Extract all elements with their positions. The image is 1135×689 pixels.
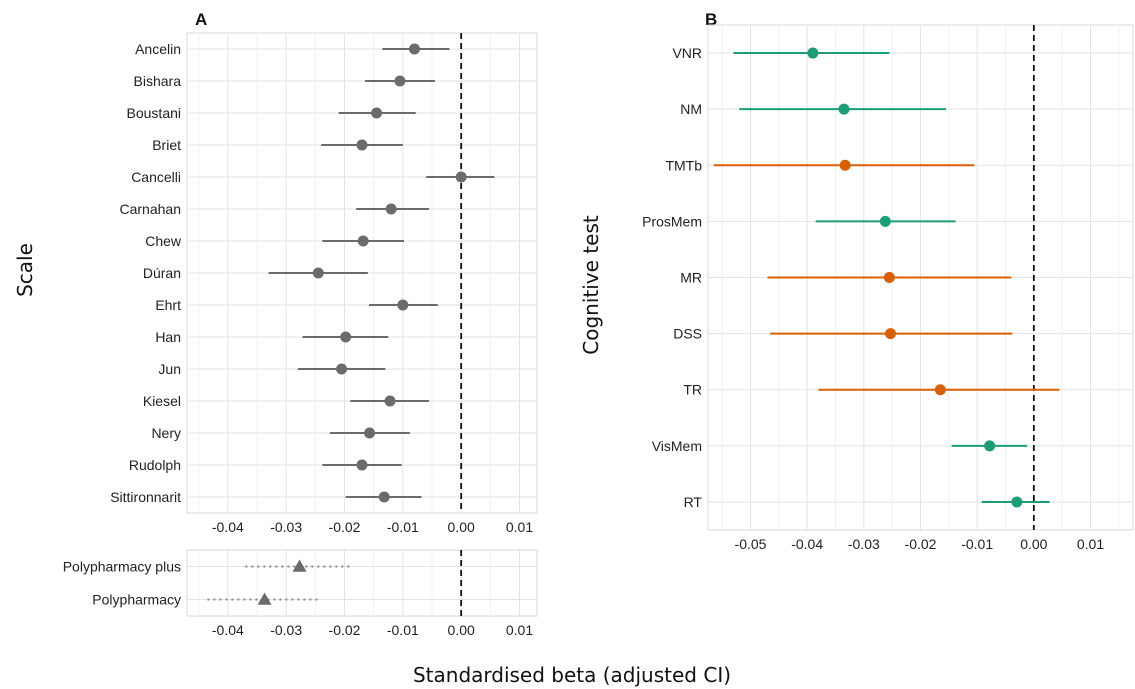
scale-point [356, 459, 368, 471]
panel-a-forest-plot: A Scale Ancelin Bishara Boustani Briet Cance… [13, 10, 538, 535]
panel-b-y-axis-title: Cognitive test [579, 215, 603, 355]
cognitive-point [879, 215, 891, 227]
scale-row-label: Dúran [143, 265, 181, 281]
polypharmacy-point [257, 592, 272, 605]
cognitive-point [839, 159, 851, 171]
cognitive-x-tick-label: -0.04 [791, 536, 823, 552]
panel-a-polypharmacy-plot: Polypharmacy plus Polypharmacy -0.04 -0.03 -… [63, 549, 538, 638]
scale-row-label: Han [155, 329, 181, 345]
scale-row-label: Ehrt [155, 297, 181, 313]
scale-x-tick-label: -0.03 [270, 519, 302, 535]
scale-row-label: Kiesel [143, 393, 181, 409]
scale-row-label: Carnahan [120, 201, 182, 217]
polypharmacy-row-label: Polypharmacy [92, 592, 181, 608]
panel-a-y-axis-title: Scale [13, 243, 37, 297]
scale-point [455, 171, 467, 183]
cognitive-point [884, 328, 896, 340]
scale-x-tick-label: -0.01 [387, 519, 419, 535]
scale-point [371, 107, 383, 119]
scale-point [340, 331, 352, 343]
cognitive-x-tick-label: -0.02 [905, 536, 937, 552]
cognitive-row-label: VisMem [652, 438, 702, 454]
cognitive-row-label: ProsMem [642, 213, 702, 229]
scale-row-label: Nery [151, 425, 181, 441]
scale-point [394, 75, 406, 87]
cognitive-row-label: NM [680, 101, 702, 117]
cognitive-point [883, 272, 895, 283]
scale-row-label: Chew [145, 233, 182, 249]
scale-point [385, 203, 397, 215]
polypharmacy-x-tick-label: -0.04 [212, 622, 244, 638]
polypharmacy-x-tick-label: -0.03 [270, 622, 302, 638]
scale-point [384, 395, 396, 407]
cognitive-point [807, 47, 819, 59]
cognitive-row-label: DSS [673, 326, 702, 342]
cognitive-x-tick-label: 0.01 [1077, 536, 1104, 552]
scale-point [357, 235, 369, 247]
cognitive-point [838, 103, 850, 115]
panel-a-label: A [195, 10, 207, 29]
scale-point [364, 427, 376, 439]
cognitive-point [934, 384, 946, 396]
scale-row-label: Cancelli [131, 169, 181, 185]
panel-b-label: B [705, 10, 717, 29]
cognitive-point [984, 440, 996, 452]
scale-row-label: Sittironnarit [110, 489, 181, 505]
polypharmacy-x-tick-label: 0.01 [506, 622, 533, 638]
cognitive-row-label: RT [684, 494, 703, 510]
polypharmacy-x-tick-label: 0.00 [448, 622, 475, 638]
scale-row-label: Briet [152, 137, 181, 153]
x-axis-title: Standardised beta (adjusted CI) [413, 663, 731, 687]
cognitive-row-label: MR [680, 270, 702, 286]
cognitive-point [1011, 496, 1023, 508]
scale-point [336, 363, 348, 375]
scale-x-tick-label: -0.02 [329, 519, 361, 535]
scale-point [397, 299, 409, 311]
cognitive-x-tick-label: 0.00 [1020, 536, 1047, 552]
polypharmacy-plot-area [186, 549, 538, 617]
scale-point [312, 267, 324, 279]
scale-point [356, 139, 368, 151]
scale-row-label: Boustani [127, 105, 181, 121]
cognitive-row-label: VNR [672, 45, 702, 61]
scale-x-tick-label: 0.01 [506, 519, 533, 535]
polypharmacy-x-tick-label: -0.02 [329, 622, 361, 638]
cognitive-x-tick-label: -0.01 [961, 536, 993, 552]
polypharmacy-x-tick-label: -0.01 [387, 622, 419, 638]
cognitive-x-tick-label: -0.03 [848, 536, 880, 552]
polypharmacy-point [292, 559, 307, 572]
polypharmacy-row-label: Polypharmacy plus [63, 559, 181, 575]
scale-x-tick-label: -0.04 [212, 519, 244, 535]
scale-row-label: Bishara [134, 73, 182, 89]
cognitive-row-label: TR [683, 382, 702, 398]
scale-row-label: Ancelin [135, 41, 181, 57]
panel-b-forest-plot: B Cognitive test VNR NM TMTb ProsMem MR DSS TR… [579, 10, 1134, 552]
scale-point [409, 43, 420, 55]
scale-row-label: Rudolph [129, 457, 181, 473]
cognitive-row-label: TMTb [665, 157, 702, 173]
scale-row-label: Jun [158, 361, 181, 377]
cognitive-x-tick-label: -0.05 [735, 536, 767, 552]
scale-point [378, 491, 390, 503]
scale-x-tick-label: 0.00 [448, 519, 475, 535]
